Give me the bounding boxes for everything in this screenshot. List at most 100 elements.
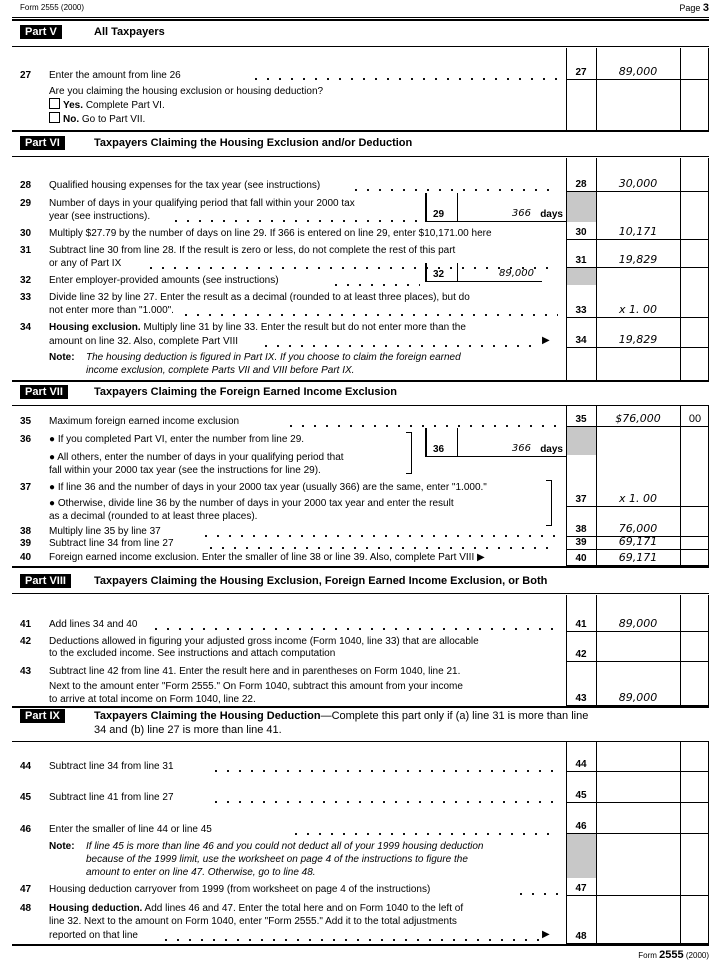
- inner-box-value[interactable]: 89,000: [499, 268, 534, 279]
- inner-box-l32[interactable]: 32 89,000: [425, 263, 542, 282]
- no-text: Go to Part VII.: [81, 114, 146, 125]
- line-37-text: ● If line 36 and the number of days in y…: [49, 482, 487, 493]
- line-38-text: Multiply line 35 by line 37: [49, 526, 161, 537]
- inner-box-divider: [457, 193, 458, 221]
- yes-text: Complete Part VI.: [85, 100, 165, 111]
- line-cell-16[interactable]: 46: [566, 803, 708, 834]
- inner-box-l29[interactable]: 29 366 days: [425, 193, 567, 222]
- line-cell-2[interactable]: 30 10,171: [566, 222, 708, 240]
- cell-line-number: 31: [575, 255, 587, 266]
- line-38-number: 38: [20, 526, 32, 537]
- amount-field[interactable]: 69,171: [618, 535, 658, 548]
- cell-line-number: 41: [575, 619, 587, 630]
- line-43-text: Subtract line 42 from line 41. Enter the…: [49, 666, 460, 677]
- line-31-text: or any of Part IX: [49, 258, 121, 269]
- line-cell-6[interactable]: 35 $76,000 00: [566, 405, 708, 427]
- yes-option[interactable]: Yes. Complete Part VI.: [49, 98, 165, 111]
- line-48-text: Housing deduction. Add lines 46 and 47. …: [49, 903, 463, 914]
- part-v-title-text: All Taxpayers: [94, 26, 165, 38]
- column-divider: [596, 741, 597, 944]
- line-37-number: 37: [20, 482, 32, 493]
- line-cell-13[interactable]: 43 89,000: [566, 662, 708, 706]
- amount-field[interactable]: x 1. 00: [619, 303, 657, 316]
- amount-field[interactable]: 19,829: [618, 333, 658, 346]
- amount-field[interactable]: $76,000: [615, 412, 661, 425]
- rule-line: [12, 593, 709, 594]
- amount-field[interactable]: 76,000: [618, 522, 658, 535]
- part-viii-label: Part VIII: [20, 574, 71, 588]
- line-47-number: 47: [20, 884, 32, 895]
- yes-checkbox[interactable]: [49, 98, 60, 109]
- line-cell-12[interactable]: 42: [566, 632, 708, 662]
- line-cell-8[interactable]: 38 76,000: [566, 507, 708, 537]
- line-cell-4[interactable]: 33 x 1. 00: [566, 285, 708, 318]
- amount-field[interactable]: 30,000: [618, 177, 658, 190]
- inner-box-value[interactable]: 366: [511, 208, 531, 219]
- dot-leader: [350, 189, 558, 191]
- line-43-text-row: Next to the amount enter "Form 2555." On…: [49, 681, 463, 692]
- line-34-text: amount on line 32. Also, complete Part V…: [49, 336, 238, 347]
- inner-box-label: 29: [433, 209, 445, 220]
- line-28-text: Qualified housing expenses for the tax y…: [49, 180, 320, 191]
- part-viii-title: Taxpayers Claiming the Housing Exclusion…: [94, 575, 547, 587]
- line-36-text-row: ● If you completed Part VI, enter the nu…: [49, 434, 305, 445]
- line-45-number: 45: [20, 792, 32, 803]
- cell-line-number: 34: [575, 335, 587, 346]
- line-cell-3[interactable]: 31 19,829: [566, 240, 708, 268]
- dot-leader: [210, 770, 558, 772]
- no-option[interactable]: No. Go to Part VII.: [49, 112, 145, 125]
- no-checkbox[interactable]: [49, 112, 60, 123]
- line-44-number: 44: [20, 761, 32, 772]
- inner-box-l36[interactable]: 36 366 days: [425, 428, 567, 457]
- line-cell-0[interactable]: 27 89,000: [566, 48, 708, 80]
- form-footer: Form 2555 (2000): [20, 949, 709, 961]
- no-label: No.: [63, 114, 80, 125]
- line-cell-18[interactable]: 48: [566, 896, 708, 944]
- line-44-text: Subtract line 34 from line 31: [49, 761, 174, 772]
- line-48-number: 48: [20, 903, 32, 914]
- line-cell-15[interactable]: 45: [566, 772, 708, 803]
- line-cell-17[interactable]: 47: [566, 878, 708, 896]
- inner-box-value[interactable]: 366: [511, 443, 531, 454]
- cell-line-number: 46: [575, 821, 587, 832]
- inner-box-divider: [457, 428, 458, 456]
- line-45-text-row: Subtract line 41 from line 27: [49, 792, 174, 803]
- line-cell-9[interactable]: 39 69,171: [566, 535, 708, 550]
- column-divider: [566, 741, 567, 944]
- amount-field[interactable]: 89,000: [618, 617, 658, 630]
- line-31-text-row: Subtract line 30 from line 28. If the re…: [49, 245, 456, 256]
- line-cell-7[interactable]: 37 x 1. 00: [566, 455, 708, 507]
- column-divider: [566, 405, 567, 566]
- page-label: Page: [679, 3, 701, 13]
- dot-leader: [150, 628, 558, 630]
- part-vii-label: Part VII: [20, 385, 68, 399]
- column-divider: [566, 595, 567, 706]
- line-cell-14[interactable]: 44: [566, 741, 708, 772]
- line-47-text-row: Housing deduction carryover from 1999 (f…: [49, 884, 431, 895]
- cell-line-number: 33: [575, 305, 587, 316]
- line-cell-10[interactable]: 40 69,171: [566, 550, 708, 566]
- cents-field[interactable]: 00: [688, 413, 702, 425]
- line-cell-11[interactable]: 41 89,000: [566, 595, 708, 632]
- note-34-label: Note:: [49, 352, 75, 363]
- dot-leader: [290, 833, 558, 835]
- amount-field[interactable]: 10,171: [618, 225, 658, 238]
- line-40-text-row: Foreign earned income exclusion. Enter t…: [49, 552, 485, 563]
- arrow-icon: ▶: [542, 335, 550, 346]
- line-cell-1[interactable]: 28 30,000: [566, 160, 708, 192]
- line-28-text-row: Qualified housing expenses for the tax y…: [49, 180, 321, 191]
- amount-field[interactable]: 69,171: [618, 551, 658, 564]
- amount-field[interactable]: 89,000: [618, 691, 658, 704]
- dot-leader: [160, 939, 540, 941]
- line-27-text-row: Enter the amount from line 26: [49, 70, 181, 81]
- amount-field[interactable]: 19,829: [618, 253, 658, 266]
- line-39-number: 39: [20, 538, 32, 549]
- amount-field[interactable]: x 1. 00: [619, 492, 657, 505]
- amount-field[interactable]: 89,000: [618, 65, 658, 78]
- line-cell-5[interactable]: 34 19,829: [566, 318, 708, 348]
- line-34-text-row: amount on line 32. Also, complete Part V…: [49, 336, 238, 347]
- shaded-cell: [567, 192, 596, 222]
- brace-icon: [406, 432, 412, 474]
- note-34-text: The housing deduction is figured in Part…: [86, 352, 461, 363]
- line-37-text-row: as a decimal (rounded to at least three …: [49, 511, 258, 522]
